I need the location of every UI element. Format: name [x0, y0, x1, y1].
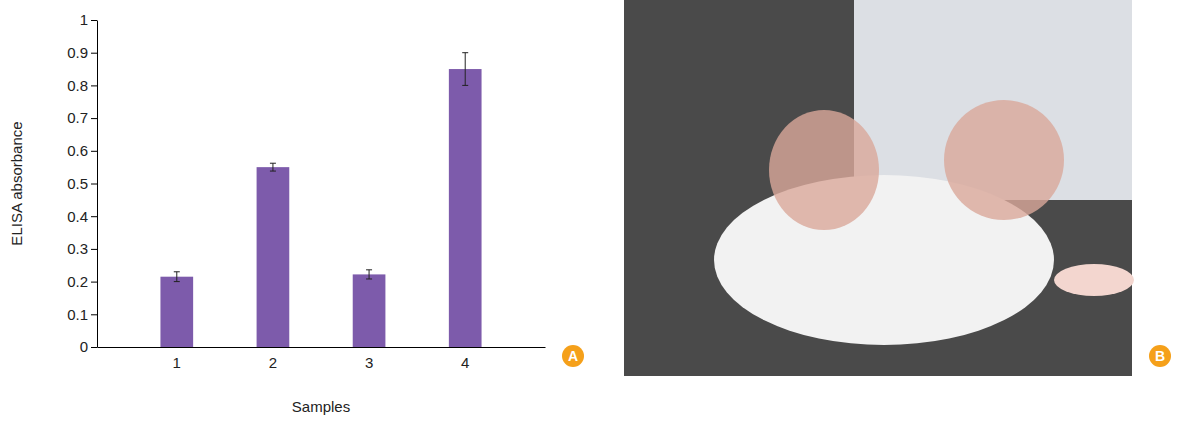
y-tick-label: 0	[80, 338, 88, 355]
bar	[449, 69, 482, 347]
error-bar	[366, 270, 372, 279]
error-bar-stem	[369, 270, 370, 279]
y-tick-label: 0.2	[67, 273, 88, 290]
photo-ear	[1054, 264, 1134, 296]
error-bar-stem	[176, 272, 177, 282]
y-tick-mark	[91, 216, 97, 217]
y-tick-mark	[91, 20, 97, 21]
x-tick: 1	[173, 347, 181, 371]
y-tick-label: 1	[80, 11, 88, 28]
panel-label-text: A	[568, 348, 578, 364]
y-tick-label: 0.9	[67, 44, 88, 61]
photo-hand	[944, 100, 1064, 220]
panel-label: A	[562, 345, 584, 367]
y-tick-mark	[91, 184, 97, 185]
error-bar	[462, 53, 468, 86]
y-tick: 0.7	[67, 109, 97, 126]
x-tick-label: 3	[365, 354, 373, 371]
x-tick: 4	[461, 347, 469, 371]
error-bar-stem	[272, 163, 273, 171]
error-bar-cap	[174, 271, 180, 272]
panel-label-badge	[562, 345, 584, 367]
y-tick: 0.6	[67, 142, 97, 159]
error-bar-cap	[366, 269, 372, 270]
error-bar-cap	[174, 281, 180, 282]
x-tick: 2	[269, 347, 277, 371]
y-tick-label: 0.8	[67, 77, 88, 94]
bar	[353, 274, 386, 347]
y-tick-label: 0.6	[67, 142, 88, 159]
y-tick: 0.3	[67, 240, 97, 257]
x-axis: 1 2 3 4	[98, 347, 546, 371]
y-tick: 0.2	[67, 273, 97, 290]
error-bar-cap	[462, 52, 468, 53]
y-axis: 0 0.1 0.2 0.3 0.4 0.5 0.6 0.7 0.8 0.9 1	[67, 11, 97, 355]
y-tick: 0.4	[67, 208, 97, 225]
y-tick-mark	[91, 314, 97, 315]
y-tick-mark	[91, 85, 97, 86]
y-tick: 0.9	[67, 44, 97, 61]
x-tick-label: 2	[269, 354, 277, 371]
photo-hand	[769, 110, 879, 230]
y-tick-label: 0.7	[67, 109, 88, 126]
y-tick-mark	[91, 282, 97, 283]
error-bar-cap	[270, 171, 276, 172]
bar	[160, 277, 193, 347]
y-tick-label: 0.1	[67, 306, 88, 323]
error-bar-cap	[366, 278, 372, 279]
y-tick: 0.8	[67, 77, 97, 94]
y-tick-label: 0.5	[67, 175, 88, 192]
x-tick: 3	[365, 347, 373, 371]
photo-background	[624, 0, 1132, 376]
panel-label-text: B	[1155, 348, 1165, 364]
y-tick-label: 0.3	[67, 240, 88, 257]
photo-panel	[624, 0, 1134, 376]
error-bar-cap	[270, 163, 276, 164]
plot-area	[160, 53, 481, 347]
error-bar-cap	[462, 85, 468, 86]
x-axis-line	[98, 347, 546, 348]
y-tick-mark	[91, 118, 97, 119]
y-tick: 0	[80, 338, 97, 355]
figure: 0 0.1 0.2 0.3 0.4 0.5 0.6 0.7 0.8 0.9 1 1 2 3 4 Samples…	[0, 0, 1178, 421]
y-tick-mark	[91, 151, 97, 152]
x-tick-label: 4	[461, 354, 469, 371]
error-bar	[270, 163, 276, 171]
y-tick-label: 0.4	[67, 208, 88, 225]
y-tick: 0.5	[67, 175, 97, 192]
y-tick-mark	[91, 347, 97, 348]
bar	[257, 167, 290, 347]
x-axis-title: Samples	[292, 398, 350, 415]
x-tick-label: 1	[173, 354, 181, 371]
error-bar	[174, 272, 180, 282]
error-bar-stem	[465, 53, 466, 86]
y-tick-mark	[91, 53, 97, 54]
panel-label: B	[1149, 345, 1171, 367]
y-axis-line	[97, 21, 98, 348]
y-tick: 1	[80, 11, 97, 28]
panel-label-badge	[1149, 345, 1171, 367]
y-tick-mark	[91, 249, 97, 250]
y-tick: 0.1	[67, 306, 97, 323]
y-axis-title: ELISA absorbance	[8, 121, 25, 245]
